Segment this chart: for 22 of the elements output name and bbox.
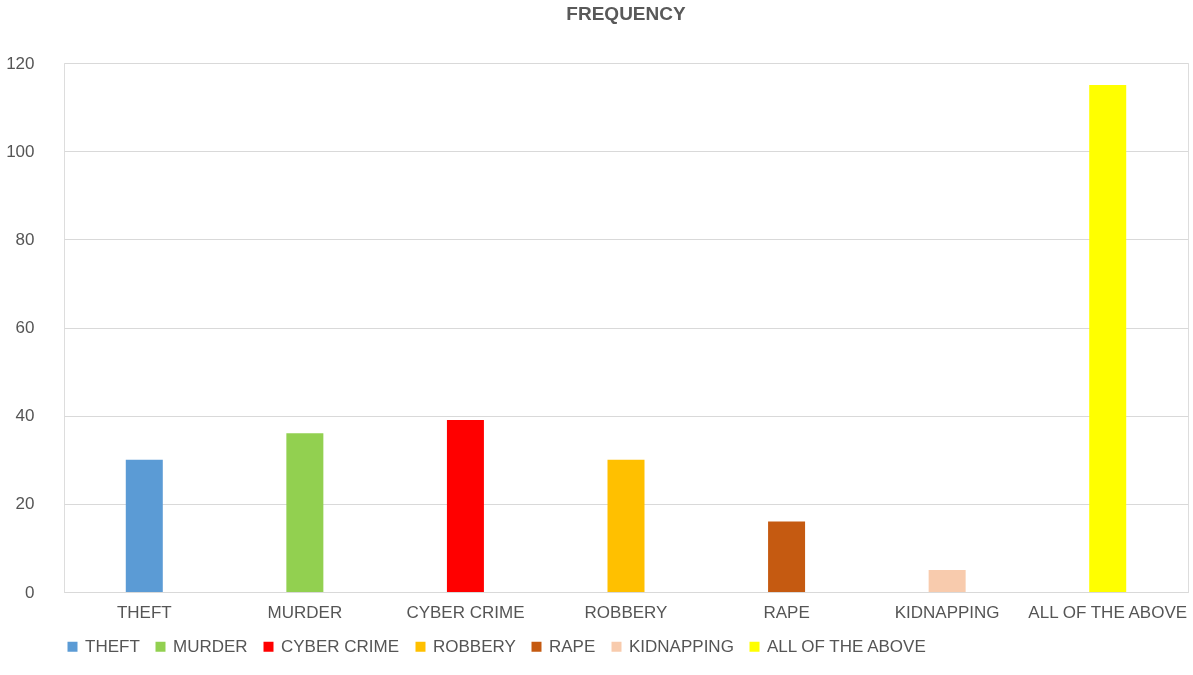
x-tick-label: RAPE — [763, 602, 810, 622]
y-tick-label: 20 — [15, 494, 35, 514]
legend-label: THEFT — [85, 636, 140, 656]
y-tick-label: 0 — [25, 582, 35, 602]
legend-label: ROBBERY — [433, 636, 516, 656]
x-tick-label: MURDER — [267, 602, 343, 622]
legend-label: CYBER CRIME — [281, 636, 400, 656]
legend-label: RAPE — [549, 636, 596, 656]
x-tick-label: CYBER CRIME — [406, 602, 525, 622]
x-tick-label: THEFT — [116, 602, 172, 622]
y-tick-label: 80 — [15, 229, 35, 249]
y-tick-label: 120 — [6, 53, 35, 73]
legend-label: KIDNAPPING — [629, 636, 734, 656]
x-tick-label: ALL OF THE ABOVE — [1028, 602, 1188, 622]
legend-label: ALL OF THE ABOVE — [767, 636, 926, 656]
y-tick-label: 40 — [15, 406, 35, 426]
y-tick-label: 100 — [6, 141, 35, 161]
x-tick-label: ROBBERY — [584, 602, 668, 622]
y-tick-label: 60 — [15, 318, 35, 337]
chart-title: FREQUENCY — [566, 3, 686, 24]
x-tick-label: KIDNAPPING — [894, 602, 1000, 622]
legend-label: MURDER — [173, 636, 248, 656]
